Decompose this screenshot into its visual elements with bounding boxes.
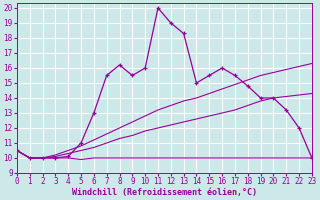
X-axis label: Windchill (Refroidissement éolien,°C): Windchill (Refroidissement éolien,°C) xyxy=(72,188,257,197)
